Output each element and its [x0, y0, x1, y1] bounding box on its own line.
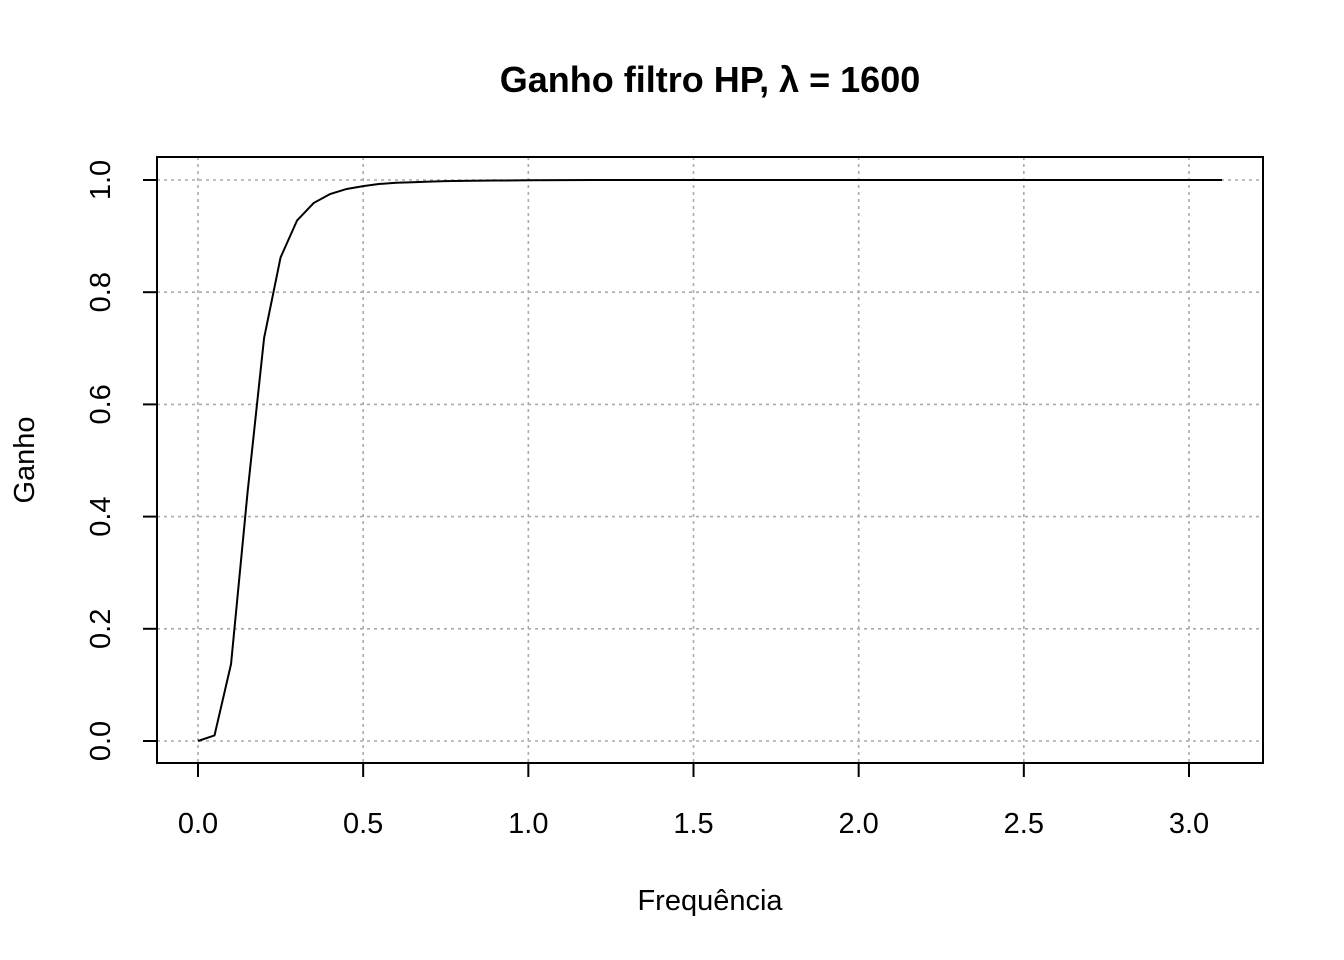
x-tick-label: 2.5 [1004, 808, 1044, 840]
grid [157, 157, 1263, 763]
y-axis: 0.0 0.2 0.4 0.6 0.8 1.0 [85, 160, 157, 761]
y-tick-label: 0.4 [85, 496, 117, 536]
x-axis: 0.0 0.5 1.0 1.5 2.0 2.5 3.0 [178, 763, 1209, 840]
x-axis-label: Frequência [637, 885, 783, 917]
y-tick-label: 0.6 [85, 384, 117, 424]
x-tick-label: 1.5 [673, 808, 713, 840]
x-tick-label: 1.0 [508, 808, 548, 840]
y-tick-label: 1.0 [85, 160, 117, 200]
y-axis-label: Ganho [9, 416, 41, 503]
x-tick-label: 2.0 [839, 808, 879, 840]
chart-title: Ganho filtro HP, λ = 1600 [500, 59, 921, 100]
y-tick-label: 0.2 [85, 609, 117, 649]
x-tick-label: 3.0 [1169, 808, 1209, 840]
y-tick-label: 0.0 [85, 721, 117, 761]
series-layer [198, 180, 1222, 741]
series-line-ganho [198, 180, 1222, 741]
x-tick-label: 0.0 [178, 808, 218, 840]
x-tick-label: 0.5 [343, 808, 383, 840]
y-tick-label: 0.8 [85, 272, 117, 312]
plot-frame [157, 157, 1263, 763]
